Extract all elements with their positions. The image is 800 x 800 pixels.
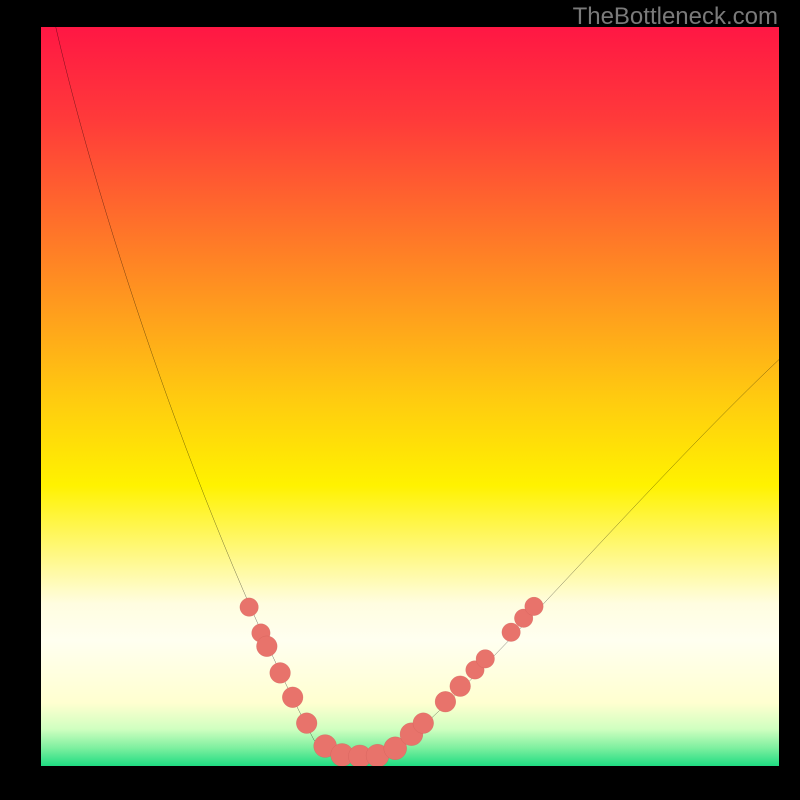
- curve-marker: [525, 597, 543, 615]
- curve-marker: [413, 713, 434, 734]
- curve-marker: [270, 663, 291, 684]
- chart-svg: [41, 27, 779, 766]
- curve-marker: [435, 691, 456, 712]
- curve-marker: [502, 623, 520, 641]
- curve-marker: [296, 713, 317, 734]
- curve-marker: [450, 676, 471, 697]
- outer-frame: TheBottleneck.com: [0, 0, 800, 800]
- watermark-text: TheBottleneck.com: [573, 3, 778, 31]
- gradient-background: [41, 27, 779, 766]
- curve-marker: [240, 598, 258, 616]
- curve-marker: [256, 636, 277, 657]
- plot-area: [41, 27, 779, 766]
- curve-marker: [282, 687, 303, 708]
- curve-marker: [476, 650, 494, 668]
